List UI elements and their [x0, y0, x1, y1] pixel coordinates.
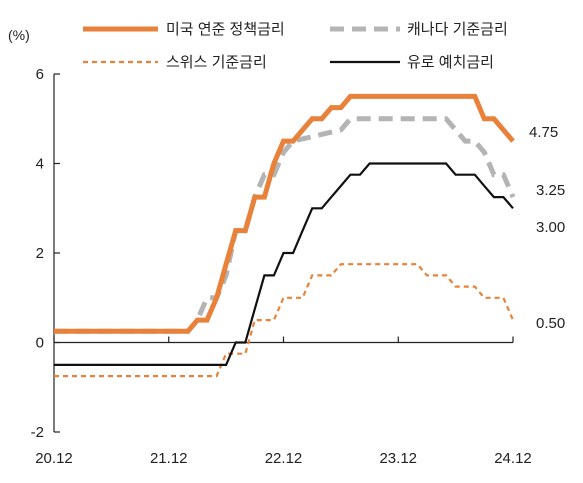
x-tick-label: 23.12: [379, 450, 417, 467]
end-label-swiss: 0.50: [536, 315, 565, 332]
legend-label: 유로 예치금리: [407, 54, 494, 71]
series-layer: [54, 93, 516, 378]
series-line-euro-deposit-rate: [54, 162, 514, 366]
end-label-canada: 3.25: [536, 182, 565, 199]
x-tick-label: 22.12: [265, 450, 303, 467]
x-tick-label: 20.12: [35, 450, 73, 467]
y-tick-label: 6: [36, 66, 44, 83]
y-tick-label: -2: [31, 424, 44, 441]
legend-label: 미국 연준 정책금리: [166, 21, 285, 38]
axes: -2 0 2 4 6 20.12 21.12 22.12 23.12 24.12: [31, 66, 532, 467]
x-tick-label: 24.12: [494, 450, 532, 467]
y-tick-label: 0: [36, 335, 44, 352]
y-tick-label: 2: [36, 245, 44, 262]
x-tick-label: 21.12: [150, 450, 188, 467]
end-labels: 4.75 3.25 0.50 3.00: [529, 124, 565, 332]
series-line-canada-rate: [54, 116, 516, 334]
series-line-swiss-rate: [54, 263, 515, 378]
end-label-fed: 4.75: [529, 124, 558, 141]
y-tick-label: 4: [36, 156, 44, 173]
legend-label: 스위스 기준금리: [166, 54, 267, 71]
legend-label: 캐나다 기준금리: [407, 21, 508, 38]
y-unit-label: (%): [8, 27, 30, 43]
end-label-euro: 3.00: [536, 219, 565, 236]
series-line-fed-rate: [54, 93, 515, 334]
